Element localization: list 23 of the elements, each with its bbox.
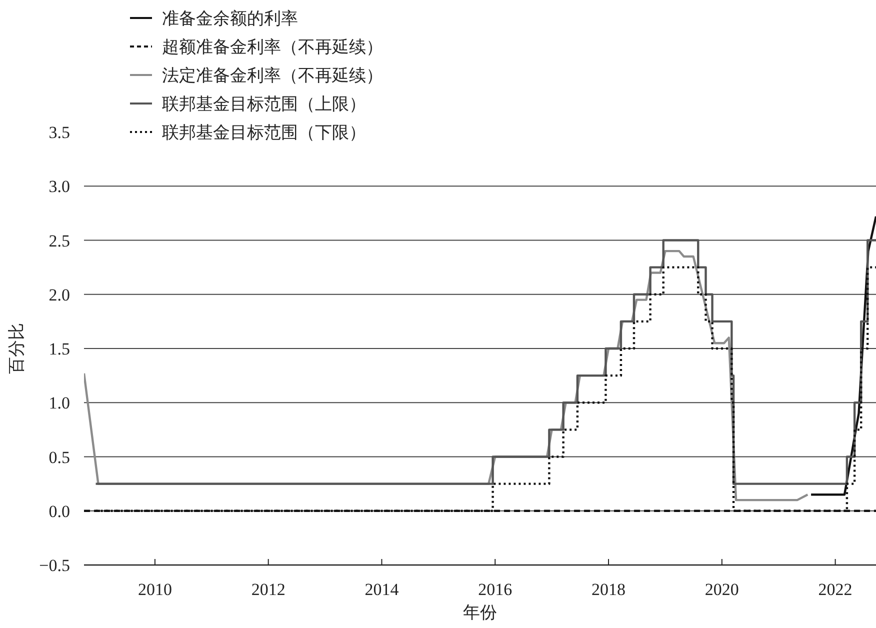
- legend-label: 准备金余额的利率: [162, 9, 298, 28]
- legend-label: 联邦基金目标范围（上限）: [162, 94, 366, 114]
- y-axis-title: 百分比: [7, 323, 26, 374]
- y-tick-label: 1.0: [48, 394, 70, 413]
- y-tick-label: 0.0: [48, 502, 70, 521]
- x-tick-label: 2014: [364, 580, 400, 599]
- x-tick-label: 2020: [704, 580, 739, 599]
- legend-label: 法定准备金利率（不再延续）: [162, 66, 383, 85]
- y-tick-label: 2.0: [48, 285, 70, 304]
- legend-label: 超额准备金利率（不再延续）: [162, 38, 383, 56]
- x-tick-label: 2010: [138, 580, 172, 599]
- y-tick-label: 3.0: [48, 177, 70, 196]
- x-tick-label: 2018: [592, 580, 626, 599]
- x-tick-label: 2022: [818, 580, 852, 599]
- x-tick-label: 2012: [251, 580, 286, 599]
- x-axis-title: 年份: [463, 603, 497, 622]
- y-tick-label: 1.5: [48, 340, 70, 358]
- y-tick-label: 3.5: [48, 123, 70, 142]
- y-tick-label: 2.5: [48, 231, 70, 250]
- legend-label: 联邦基金目标范围（下限）: [162, 123, 366, 142]
- x-tick-label: 2016: [478, 580, 512, 599]
- y-tick-label: 0.5: [48, 448, 70, 467]
- y-tick-label: −0.5: [39, 556, 70, 575]
